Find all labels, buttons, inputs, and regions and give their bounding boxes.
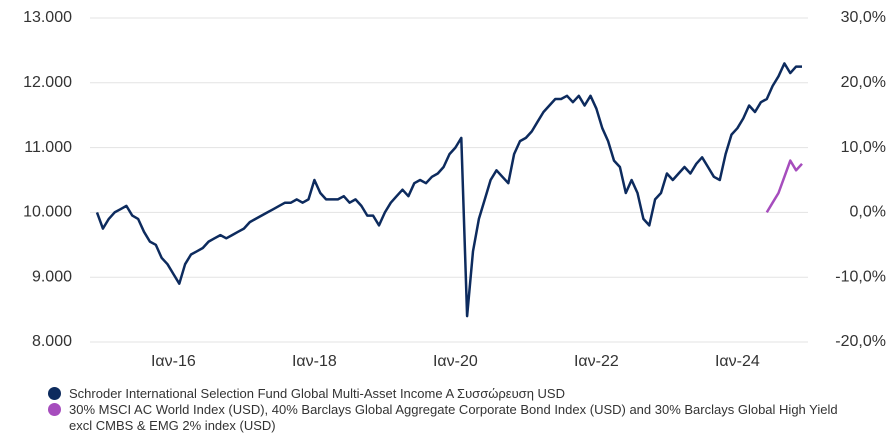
legend-marker (48, 403, 61, 416)
y2-tick-label: -10,0% (835, 268, 886, 285)
legend-item: Schroder International Selection Fund Gl… (48, 386, 858, 402)
legend-marker (48, 387, 61, 400)
y2-tick-label: 10,0% (841, 139, 886, 156)
series-line (765, 159, 803, 214)
y-tick-label: 9.000 (32, 268, 72, 285)
y-tick-label: 13.000 (23, 9, 72, 26)
x-tick-label: Ιαν-18 (292, 353, 337, 370)
x-tick-label: Ιαν-20 (433, 353, 478, 370)
y2-tick-label: 0,0% (850, 204, 886, 221)
y-tick-label: 12.000 (23, 74, 72, 91)
y2-tick-label: -20,0% (835, 333, 886, 350)
y-tick-label: 8.000 (32, 333, 72, 350)
legend: Schroder International Selection Fund Gl… (48, 386, 858, 434)
y2-tick-label: 20,0% (841, 74, 886, 91)
x-tick-label: Ιαν-16 (151, 353, 196, 370)
y-tick-label: 10.000 (23, 204, 72, 221)
y-tick-label: 11.000 (24, 139, 72, 156)
x-tick-label: Ιαν-22 (574, 353, 619, 370)
legend-item: 30% MSCI AC World Index (USD), 40% Barcl… (48, 402, 858, 434)
legend-label: 30% MSCI AC World Index (USD), 40% Barcl… (69, 402, 838, 433)
series-line (95, 62, 802, 318)
chart: 8.000 9.000 10.000 11.000 12.000 13.000 -20,0%… (23, 9, 886, 370)
x-tick-label: Ιαν-24 (715, 353, 760, 370)
legend-label: Schroder International Selection Fund Gl… (69, 386, 565, 401)
y2-tick-label: 30,0% (841, 9, 886, 26)
